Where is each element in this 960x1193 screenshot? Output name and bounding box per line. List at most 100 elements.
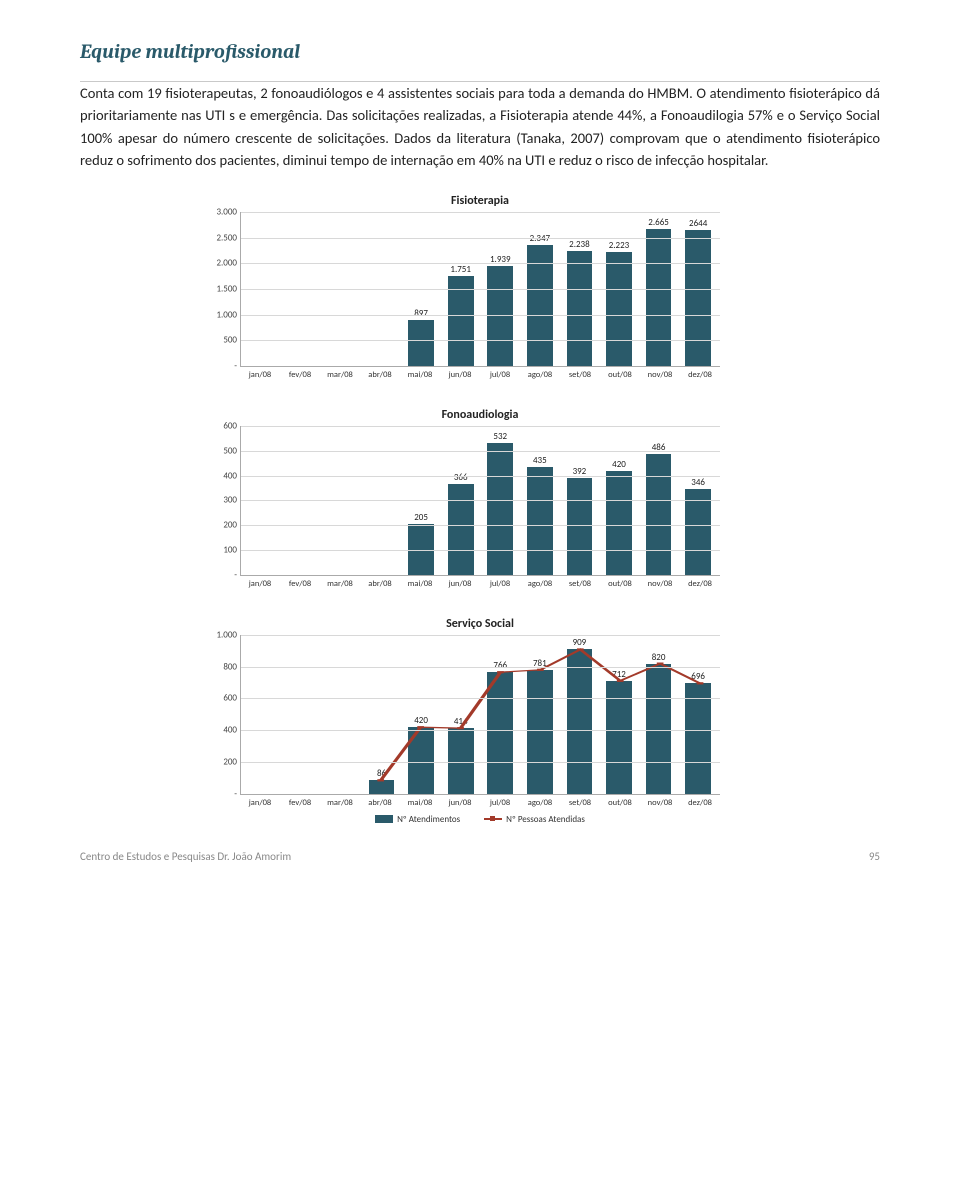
y-tick: 1.000 <box>216 629 237 640</box>
chart3-title: Serviço Social <box>240 617 720 631</box>
bar-value-label: 2644 <box>689 218 707 229</box>
chart3-plot: -2004006008001.000 864204147667819097128… <box>240 635 720 795</box>
x-tick: jan/08 <box>240 579 280 589</box>
bar-slot: 420 <box>401 635 441 794</box>
chart1-yaxis: -5001.0001.5002.0002.5003.000 <box>191 212 237 366</box>
bar-value-label: 420 <box>414 715 428 726</box>
x-tick: jul/08 <box>480 579 520 589</box>
x-tick: ago/08 <box>520 579 560 589</box>
y-tick: 3.000 <box>216 206 237 217</box>
bar-value-label: 696 <box>691 671 705 682</box>
bar-value-label: 2.347 <box>530 233 551 244</box>
page-footer: Centro de Estudos e Pesquisas Dr. João A… <box>80 850 880 863</box>
chart2-xaxis: jan/08fev/08mar/08abr/08mai/08jun/08jul/… <box>240 576 720 589</box>
legend-line: Nº Pessoas Atendidas <box>484 814 585 825</box>
bar-value-label: 909 <box>573 637 587 648</box>
body-paragraph: Conta com 19 fisioterapeutas, 2 fonoaudi… <box>80 82 880 172</box>
y-tick: - <box>234 360 237 371</box>
legend-line-label: Nº Pessoas Atendidas <box>506 814 585 825</box>
bar: 2644 <box>685 230 711 366</box>
bar-value-label: 766 <box>493 660 507 671</box>
x-tick: abr/08 <box>360 579 400 589</box>
bar-value-label: 366 <box>454 472 468 483</box>
y-tick: 200 <box>223 520 237 531</box>
y-tick: 1.500 <box>216 283 237 294</box>
section-heading: Equipe multiprofissional <box>80 40 880 63</box>
bar: 2.665 <box>646 229 672 366</box>
x-tick: nov/08 <box>640 370 680 380</box>
chart1-xaxis: jan/08fev/08mar/08abr/08mai/08jun/08jul/… <box>240 367 720 380</box>
bar-value-label: 2.238 <box>569 239 590 250</box>
bar-value-label: 86 <box>377 768 386 779</box>
x-tick: mar/08 <box>320 798 360 808</box>
bar-slot <box>283 635 323 794</box>
bar-value-label: 820 <box>652 652 666 663</box>
bar: 435 <box>527 467 553 575</box>
chart3-xaxis: jan/08fev/08mar/08abr/08mai/08jun/08jul/… <box>240 795 720 808</box>
x-tick: mar/08 <box>320 579 360 589</box>
bar-value-label: 1.751 <box>450 264 471 275</box>
bar-value-label: 2.665 <box>648 217 669 228</box>
bar: 420 <box>408 727 434 794</box>
x-tick: jun/08 <box>440 579 480 589</box>
bar-value-label: 414 <box>454 716 468 727</box>
bar: 486 <box>646 454 672 575</box>
x-tick: dez/08 <box>680 579 720 589</box>
x-tick: abr/08 <box>360 370 400 380</box>
footer-left: Centro de Estudos e Pesquisas Dr. João A… <box>80 850 291 863</box>
x-tick: mai/08 <box>400 370 440 380</box>
chart3-yaxis: -2004006008001.000 <box>191 635 237 794</box>
y-tick: 500 <box>223 335 237 346</box>
y-tick: 400 <box>223 470 237 481</box>
x-tick: nov/08 <box>640 579 680 589</box>
bar-slot: 414 <box>441 635 481 794</box>
y-tick: 200 <box>223 757 237 768</box>
bar-slot: 696 <box>678 635 718 794</box>
bar-slot <box>322 635 362 794</box>
chart1-title: Fisioterapia <box>240 194 720 208</box>
x-tick: dez/08 <box>680 370 720 380</box>
x-tick: set/08 <box>560 798 600 808</box>
bar: 420 <box>606 471 632 575</box>
x-tick: dez/08 <box>680 798 720 808</box>
chart2-plot: -100200300400500600 20536653243539242048… <box>240 426 720 576</box>
x-tick: jan/08 <box>240 370 280 380</box>
chart-fonoaudiologia: Fonoaudiologia -100200300400500600 20536… <box>240 408 720 589</box>
bar: 414 <box>448 728 474 794</box>
bar: 366 <box>448 484 474 575</box>
y-tick: 400 <box>223 725 237 736</box>
y-tick: 1.000 <box>216 309 237 320</box>
bar-slot: 712 <box>599 635 639 794</box>
bar-slot: 766 <box>480 635 520 794</box>
x-tick: out/08 <box>600 370 640 380</box>
legend-bar-swatch <box>375 815 393 823</box>
x-tick: mai/08 <box>400 579 440 589</box>
chart3-legend: Nº Atendimentos Nº Pessoas Atendidas <box>240 814 720 825</box>
x-tick: ago/08 <box>520 798 560 808</box>
chart2-title: Fonoaudiologia <box>240 408 720 422</box>
bar: 2.223 <box>606 252 632 366</box>
bar: 820 <box>646 664 672 794</box>
bar-value-label: 2.223 <box>609 240 630 251</box>
bar-value-label: 420 <box>612 459 626 470</box>
bar: 2.238 <box>567 251 593 366</box>
bar-value-label: 346 <box>691 477 705 488</box>
bar-slot: 820 <box>639 635 679 794</box>
legend-bar-label: Nº Atendimentos <box>397 814 460 825</box>
chart3-bars: 86420414766781909712820696 <box>241 635 720 794</box>
x-tick: mai/08 <box>400 798 440 808</box>
bar-slot <box>243 635 283 794</box>
legend-line-swatch <box>484 818 502 820</box>
bar-value-label: 435 <box>533 455 547 466</box>
x-tick: ago/08 <box>520 370 560 380</box>
bar-value-label: 712 <box>612 669 626 680</box>
x-tick: out/08 <box>600 798 640 808</box>
bar-value-label: 532 <box>493 431 507 442</box>
bar: 696 <box>685 683 711 794</box>
bar-slot: 86 <box>362 635 402 794</box>
bar-value-label: 205 <box>414 512 428 523</box>
footer-page-number: 95 <box>869 850 880 863</box>
chart-servico-social: Serviço Social -2004006008001.000 864204… <box>240 617 720 825</box>
x-tick: nov/08 <box>640 798 680 808</box>
x-tick: fev/08 <box>280 370 320 380</box>
